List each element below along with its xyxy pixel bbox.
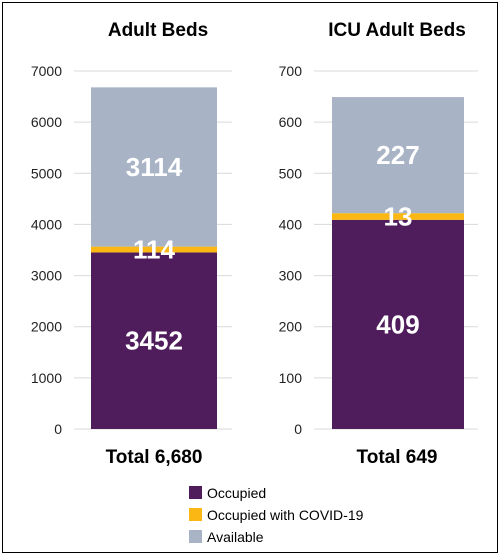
icu-adult-beds-y-tick-label: 700 (279, 63, 303, 79)
legend-swatch-available (189, 530, 202, 543)
icu-adult-beds-y-tick-label: 600 (279, 114, 303, 130)
icu-adult-beds-title: ICU Adult Beds (328, 20, 466, 41)
legend: Occupied Occupied with COVID-19 Availabl… (189, 485, 364, 545)
icu-adult-beds-y-tick-label: 500 (279, 165, 303, 181)
chart-frame (2, 2, 498, 553)
adult-beds-y-tick-label: 3000 (31, 268, 62, 284)
icu-adult-beds-total: Total 649 (357, 447, 438, 468)
legend-swatch-covid (189, 508, 202, 521)
adult-beds-chart: Adult Beds 0 1000 2000 3000 4000 5000 6000 7000… (31, 20, 232, 468)
icu-adult-beds-y-tick-label: 300 (279, 268, 303, 284)
adult-beds-title: Adult Beds (108, 20, 208, 41)
adult-beds-y-tick-label: 6000 (31, 114, 62, 130)
legend-label-covid: Occupied with COVID-19 (207, 507, 364, 523)
adult-beds-y-tick-label: 1000 (31, 370, 62, 386)
adult-beds-data-label-covid: 114 (133, 235, 175, 265)
adult-beds-bar-available (91, 87, 217, 247)
legend-label-occupied: Occupied (207, 485, 266, 501)
icu-adult-beds-y-tick-label: 400 (279, 216, 303, 232)
adult-beds-y-tick-label: 0 (54, 421, 62, 437)
adult-beds-data-label-available: 3114 (126, 152, 183, 182)
icu-adult-beds-y-tick-label: 100 (279, 370, 303, 386)
adult-beds-y-tick-label: 7000 (31, 63, 62, 79)
adult-beds-bar-occupied (91, 252, 217, 429)
icu-adult-beds-data-label-covid: 13 (384, 202, 413, 232)
adult-beds-y-tick-label: 4000 (31, 216, 62, 232)
icu-adult-beds-bar-available (332, 97, 464, 214)
legend-label-available: Available (207, 529, 264, 545)
adult-beds-y-tick-label: 2000 (31, 319, 62, 335)
icu-adult-beds-y-tick-label: 200 (279, 319, 303, 335)
icu-adult-beds-data-label-occupied: 409 (376, 309, 419, 339)
adult-beds-total: Total 6,680 (106, 447, 203, 468)
icu-adult-beds-bar-occupied (332, 219, 464, 429)
icu-adult-beds-chart: ICU Adult Beds 0 100 200 300 400 500 600 700 40… (279, 20, 478, 468)
legend-swatch-occupied (189, 486, 202, 499)
adult-beds-y-tick-label: 5000 (31, 165, 62, 181)
icu-adult-beds-data-label-available: 227 (376, 140, 419, 170)
adult-beds-bar-covid (91, 246, 217, 253)
icu-adult-beds-y-tick-label: 0 (294, 421, 302, 437)
adult-beds-data-label-occupied: 3452 (125, 326, 183, 356)
icu-adult-beds-bar-covid (332, 213, 464, 220)
